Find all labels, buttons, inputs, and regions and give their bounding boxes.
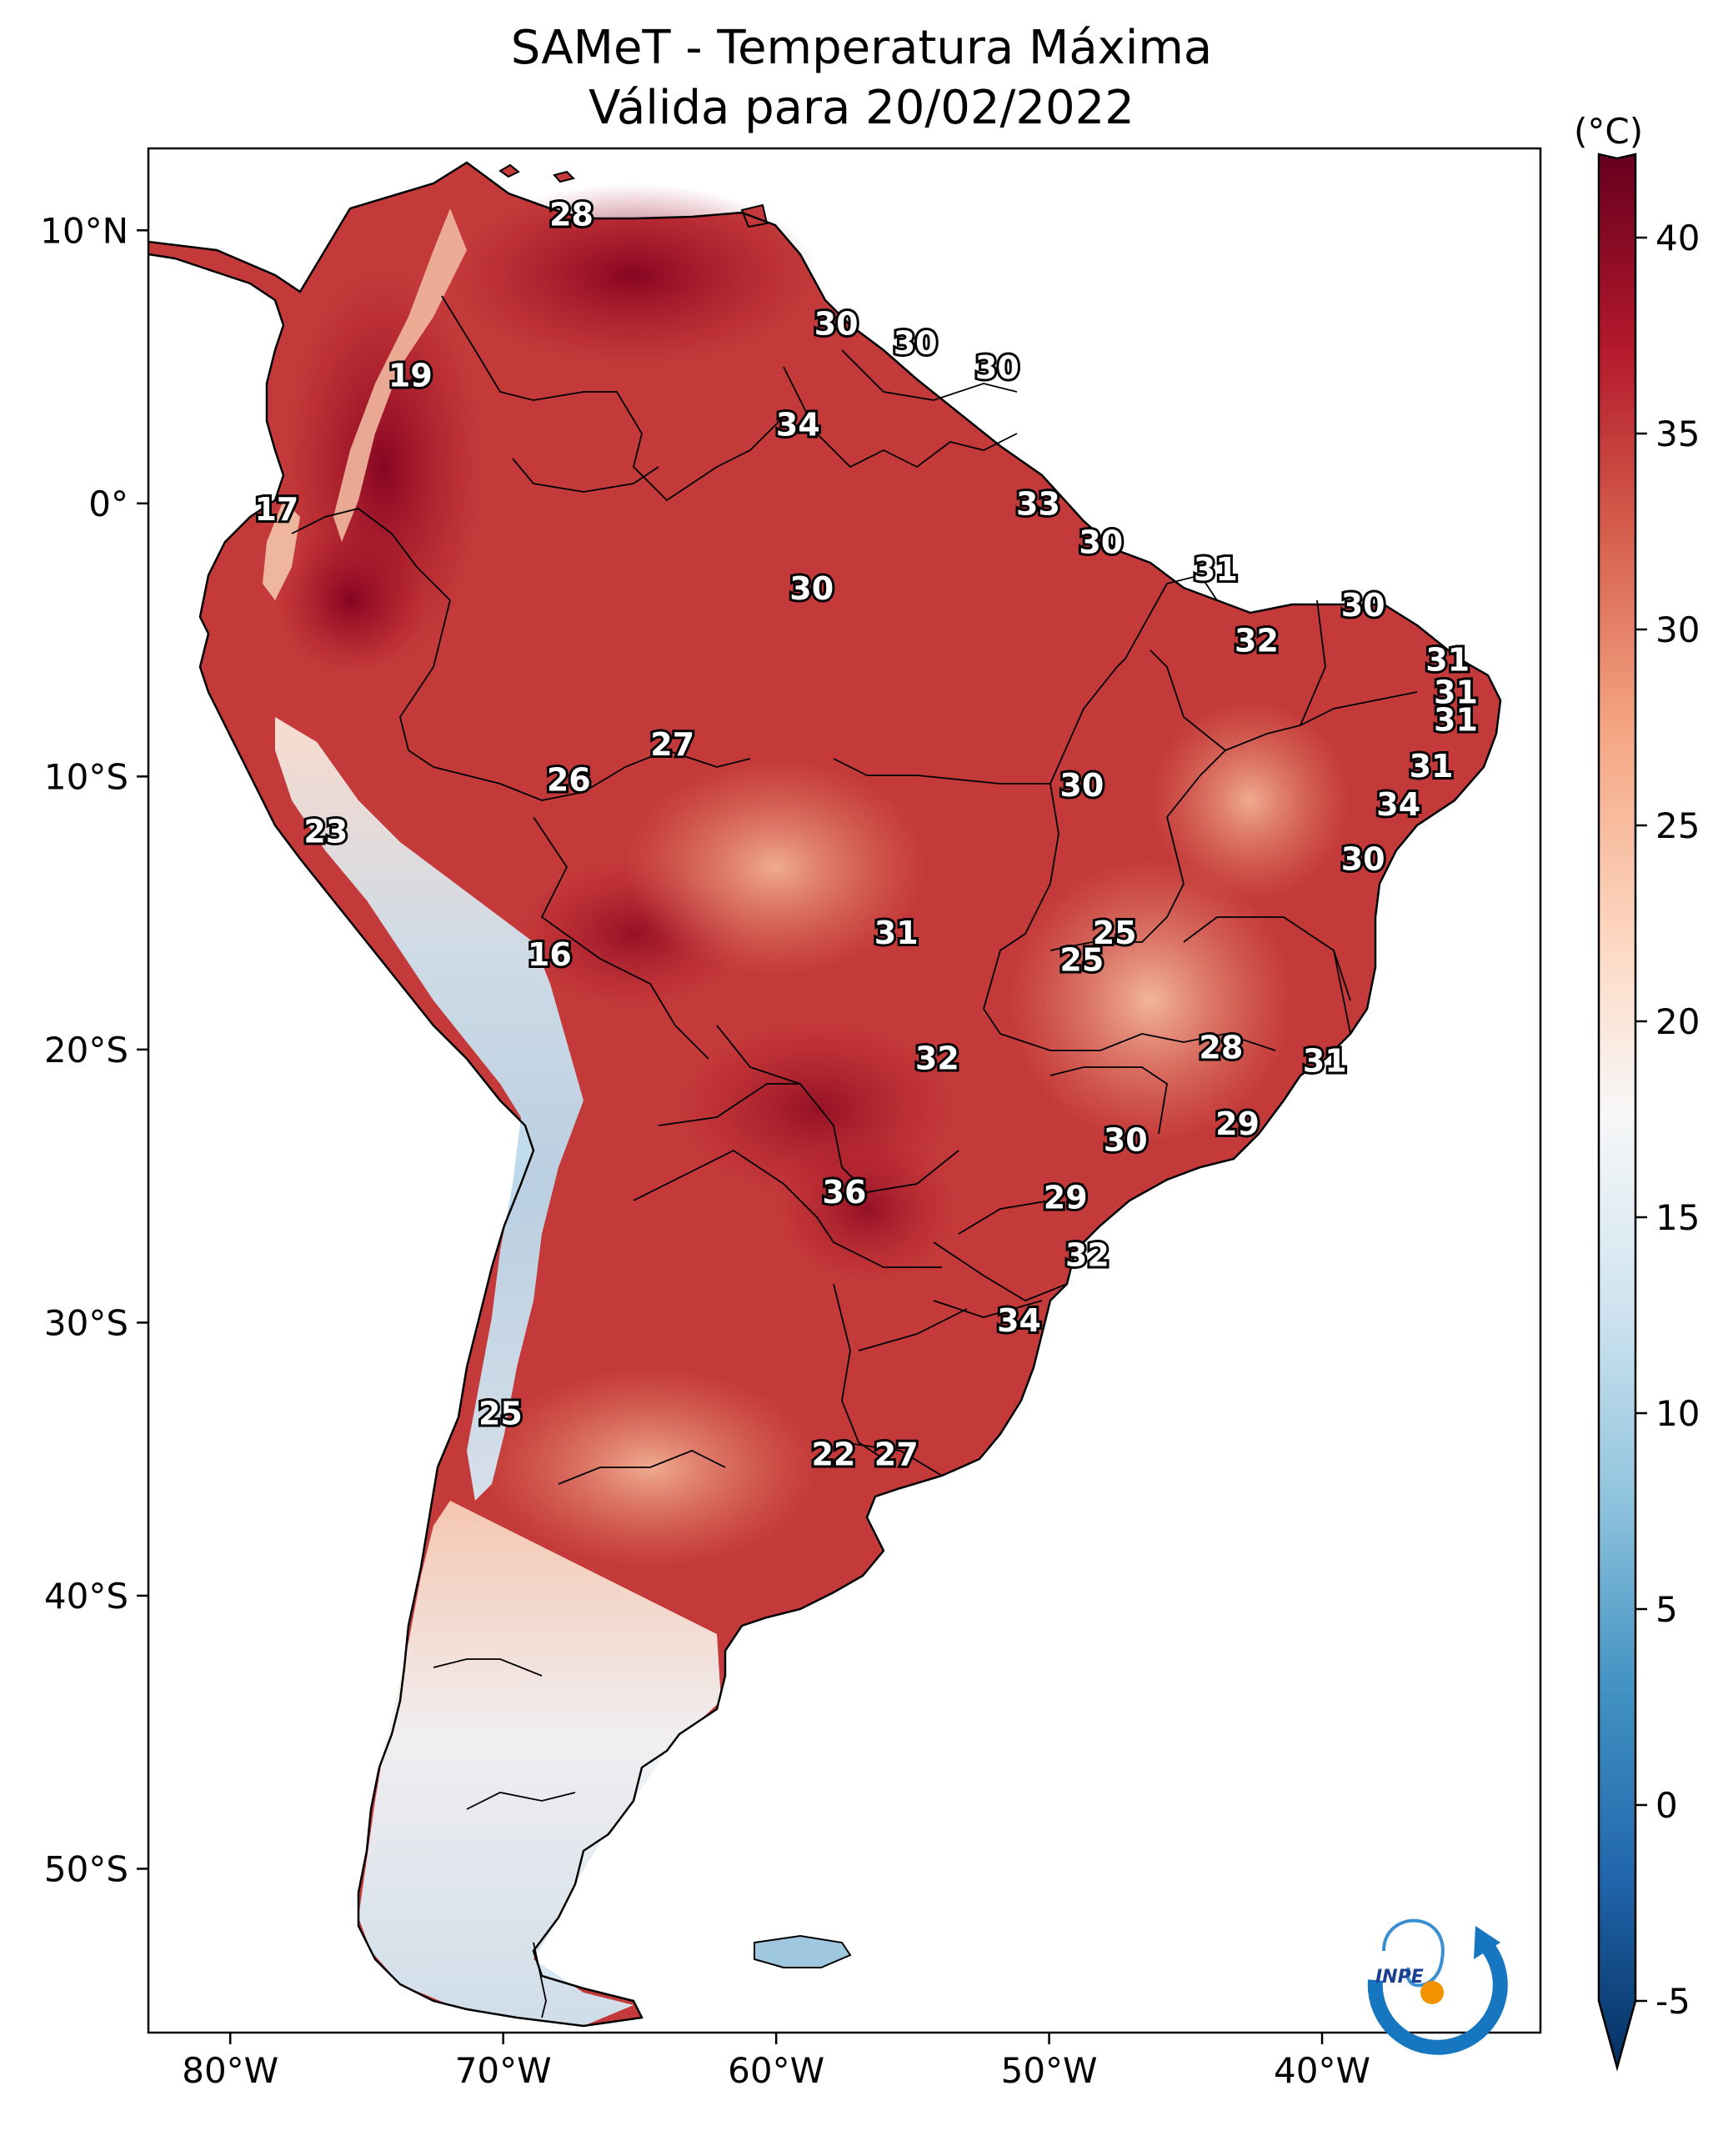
colorbar-tick-label: 15 bbox=[1655, 1197, 1700, 1238]
y-tick-label: 10°S bbox=[44, 756, 128, 797]
temperature-label: 31 bbox=[1194, 551, 1238, 588]
andes-cool-strip bbox=[275, 717, 584, 1501]
temperature-label: 30 bbox=[1079, 524, 1123, 560]
temperature-label: 27 bbox=[874, 1436, 919, 1472]
logo-arrow-icon bbox=[1474, 1926, 1500, 1959]
colorbar-tick-label: 40 bbox=[1655, 218, 1700, 258]
temperature-label: 31 bbox=[1434, 701, 1478, 738]
colorbar-tick-label: 30 bbox=[1655, 609, 1700, 650]
patagonia-cool bbox=[358, 1501, 721, 2026]
temperature-label: 25 bbox=[1059, 942, 1104, 979]
temperature-label: 19 bbox=[388, 358, 433, 394]
temperature-label: 34 bbox=[776, 407, 820, 444]
colorbar-tick-label: 10 bbox=[1655, 1393, 1700, 1434]
colorbar: (°C) 40 35 30 25 20 15 10 5 0 -5 bbox=[1574, 111, 1700, 2072]
x-axis-ticks: 80°W 70°W 60°W 50°W 40°W bbox=[182, 2033, 1370, 2091]
logo-orbit bbox=[1382, 1918, 1445, 1988]
colorbar-tick-label: 5 bbox=[1655, 1589, 1678, 1630]
temperature-label: 30 bbox=[894, 324, 938, 361]
temperature-label: 22 bbox=[811, 1436, 855, 1472]
temperature-label: 34 bbox=[1376, 786, 1420, 823]
logo-sun-icon bbox=[1420, 1981, 1444, 2004]
temperature-label: 30 bbox=[814, 305, 859, 342]
inpe-logo: INPE bbox=[1367, 1918, 1508, 2055]
x-tick-label: 50°W bbox=[1001, 2050, 1098, 2091]
temperature-label: 33 bbox=[1016, 486, 1060, 523]
y-tick-label: 20°S bbox=[44, 1030, 128, 1070]
temperature-label: 32 bbox=[1235, 622, 1279, 659]
temperature-label: 30 bbox=[1341, 840, 1385, 877]
temperature-label: 30 bbox=[1059, 767, 1104, 804]
temperature-label: 31 bbox=[1425, 641, 1470, 678]
y-tick-label: 10°N bbox=[40, 210, 128, 251]
ecuador-highlands bbox=[263, 500, 300, 600]
y-axis-ticks: 10°N 0° 10°S 20°S 30°S 40°S 50°S bbox=[40, 210, 148, 1889]
colorbar-bar bbox=[1597, 153, 1637, 2072]
temperature-label: 32 bbox=[915, 1040, 959, 1076]
mild-zone-minas bbox=[1009, 859, 1292, 1142]
temperature-label: 30 bbox=[1104, 1122, 1148, 1159]
temperature-label: 31 bbox=[874, 915, 919, 951]
temperature-label: 25 bbox=[478, 1395, 523, 1431]
temperature-label: 17 bbox=[254, 491, 298, 528]
temperature-label: 16 bbox=[528, 936, 572, 973]
temperature-label: 29 bbox=[1044, 1180, 1088, 1216]
y-tick-label: 40°S bbox=[44, 1576, 128, 1617]
colorbar-ticks: 40 35 30 25 20 15 10 5 0 -5 bbox=[1635, 218, 1700, 2022]
coastline bbox=[148, 161, 1502, 2028]
y-tick-label: 0° bbox=[88, 484, 128, 524]
y-tick-label: 30°S bbox=[44, 1302, 128, 1343]
temperature-label: 25 bbox=[1093, 915, 1137, 951]
temperature-label: 29 bbox=[1215, 1106, 1260, 1142]
title-line-1: SAMeT - Temperatura Máxima bbox=[510, 21, 1213, 75]
mild-zone-bahia bbox=[1150, 700, 1350, 900]
temperature-label: 34 bbox=[997, 1302, 1041, 1339]
hot-zone-ecuador-peru bbox=[275, 525, 425, 675]
temperature-label: 23 bbox=[303, 814, 348, 850]
colorbar-tick-label: -5 bbox=[1655, 1981, 1690, 2022]
temperature-label: 30 bbox=[1341, 587, 1385, 624]
temperature-label: 36 bbox=[823, 1174, 867, 1211]
temperature-label: 30 bbox=[975, 349, 1019, 386]
x-tick-label: 70°W bbox=[455, 2050, 552, 2091]
colorbar-tick-label: 0 bbox=[1655, 1785, 1678, 1826]
colombia-highlands bbox=[333, 208, 467, 542]
temperature-label: 30 bbox=[789, 570, 834, 607]
temperature-label: 28 bbox=[1199, 1029, 1243, 1065]
logo-text: INPE bbox=[1375, 1967, 1424, 1988]
falkland-islands bbox=[754, 1934, 852, 1968]
temperature-label: 31 bbox=[1303, 1043, 1347, 1080]
hot-zone-venezuela bbox=[450, 183, 817, 367]
colorbar-tick-label: 25 bbox=[1655, 805, 1700, 846]
colorbar-tick-label: 20 bbox=[1655, 1001, 1700, 1042]
colorbar-tick-label: 35 bbox=[1655, 414, 1700, 454]
x-tick-label: 60°W bbox=[728, 2050, 824, 2091]
caribbean-islands bbox=[498, 163, 769, 228]
temperature-label: 26 bbox=[547, 761, 591, 798]
x-tick-label: 40°W bbox=[1274, 2050, 1370, 2091]
mild-zone-mato-grosso bbox=[625, 759, 925, 975]
political-borders bbox=[291, 295, 1418, 2018]
x-tick-label: 80°W bbox=[182, 2050, 278, 2091]
hot-zone-paraguay bbox=[775, 1134, 959, 1284]
map-title: SAMeT - Temperatura Máxima Válida para 2… bbox=[0, 18, 1723, 138]
map-content bbox=[148, 161, 1502, 2028]
map-frame bbox=[147, 147, 1542, 2034]
logo-arc bbox=[1367, 1937, 1508, 2055]
temperature-label: 27 bbox=[650, 726, 694, 763]
y-tick-label: 50°S bbox=[44, 1848, 128, 1889]
temperature-label: 28 bbox=[549, 196, 594, 233]
temperature-label: 32 bbox=[1065, 1236, 1109, 1273]
temperature-label: 31 bbox=[1410, 748, 1454, 785]
colorbar-unit: (°C) bbox=[1574, 111, 1643, 152]
temperature-label: 31 bbox=[1434, 674, 1478, 711]
title-line-2: Válida para 20/02/2022 bbox=[589, 81, 1134, 135]
